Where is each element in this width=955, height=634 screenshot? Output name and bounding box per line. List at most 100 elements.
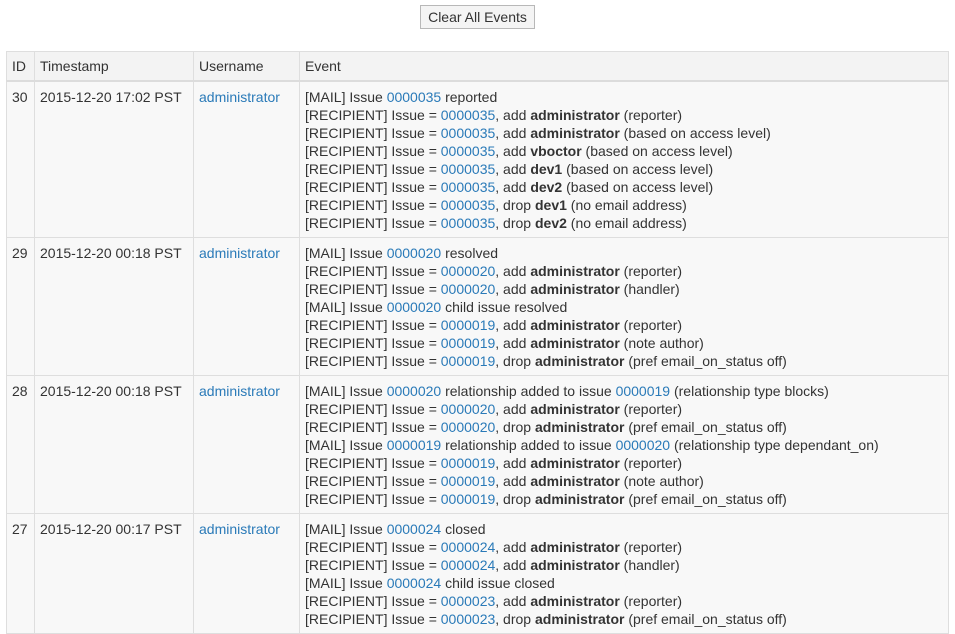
event-text: (relationship type blocks) (670, 383, 829, 399)
issue-link[interactable]: 0000035 (440, 215, 496, 231)
event-text: [RECIPIENT] Issue = (305, 197, 441, 213)
event-text: (based on access level) (619, 125, 771, 141)
issue-link[interactable]: 0000020 (440, 419, 496, 435)
issue-link[interactable]: 0000020 (440, 263, 496, 279)
event-text: , add (495, 125, 531, 141)
issue-link[interactable]: 0000019 (440, 473, 496, 489)
issue-link[interactable]: 0000035 (386, 89, 442, 105)
recipient-name: dev2 (530, 179, 563, 195)
event-text: [RECIPIENT] Issue = (305, 419, 441, 435)
event-text: [MAIL] Issue (305, 89, 387, 105)
recipient-name: administrator (530, 557, 620, 573)
issue-link[interactable]: 0000024 (440, 539, 496, 555)
recipient-name: administrator (530, 107, 620, 123)
username-link[interactable]: administrator (199, 383, 280, 399)
issue-link[interactable]: 0000020 (386, 245, 442, 261)
event-text: reported (441, 89, 498, 105)
event-timestamp: 2015-12-20 17:02 PST (34, 80, 194, 238)
event-id: 28 (6, 375, 35, 514)
issue-link[interactable]: 0000020 (386, 299, 442, 315)
event-line: [MAIL] Issue 0000035 reported (305, 88, 943, 106)
event-timestamp: 2015-12-20 00:18 PST (34, 375, 194, 514)
event-text: [MAIL] Issue (305, 575, 387, 591)
recipient-name: vboctor (530, 143, 582, 159)
event-line: [MAIL] Issue 0000024 closed (305, 520, 943, 538)
event-text: (pref email_on_status off) (624, 611, 787, 627)
issue-link[interactable]: 0000024 (386, 521, 442, 537)
event-text: , add (495, 281, 531, 297)
issue-link[interactable]: 0000020 (615, 437, 671, 453)
event-line: [RECIPIENT] Issue = 0000019, drop admini… (305, 352, 943, 370)
event-text: (no email address) (566, 215, 687, 231)
event-text: [RECIPIENT] Issue = (305, 539, 441, 555)
table-header: ID Timestamp Username Event (6, 51, 949, 82)
event-text: , drop (495, 419, 535, 435)
recipient-name: administrator (534, 353, 625, 369)
issue-link[interactable]: 0000020 (440, 401, 496, 417)
issue-link[interactable]: 0000023 (440, 611, 496, 627)
issue-link[interactable]: 0000020 (440, 281, 496, 297)
issue-link[interactable]: 0000035 (440, 179, 496, 195)
issue-link[interactable]: 0000019 (440, 353, 496, 369)
event-text: , add (495, 473, 531, 489)
issue-link[interactable]: 0000019 (440, 491, 496, 507)
username-cell: administrator (193, 237, 300, 376)
username-link[interactable]: administrator (199, 89, 280, 105)
issue-link[interactable]: 0000035 (440, 143, 496, 159)
event-line: [MAIL] Issue 0000020 child issue resolve… (305, 298, 943, 316)
event-line: [MAIL] Issue 0000020 resolved (305, 244, 943, 262)
event-text: [RECIPIENT] Issue = (305, 107, 441, 123)
event-text: [RECIPIENT] Issue = (305, 491, 441, 507)
event-text: , add (495, 179, 531, 195)
event-text: (reporter) (619, 107, 683, 123)
recipient-name: administrator (534, 491, 625, 507)
issue-link[interactable]: 0000035 (440, 161, 496, 177)
recipient-name: dev1 (534, 197, 567, 213)
event-text: [RECIPIENT] Issue = (305, 353, 441, 369)
event-text: [MAIL] Issue (305, 299, 387, 315)
event-text: [RECIPIENT] Issue = (305, 455, 441, 471)
event-text: [RECIPIENT] Issue = (305, 143, 441, 159)
username-link[interactable]: administrator (199, 521, 280, 537)
event-line: [RECIPIENT] Issue = 0000035, add vboctor… (305, 142, 943, 160)
recipient-name: dev2 (534, 215, 567, 231)
issue-link[interactable]: 0000035 (440, 125, 496, 141)
issue-link[interactable]: 0000019 (615, 383, 671, 399)
issue-link[interactable]: 0000024 (386, 575, 442, 591)
table-row: 30 2015-12-20 17:02 PST administrator [MAIL… (6, 80, 949, 238)
recipient-name: administrator (530, 281, 620, 297)
event-text: (reporter) (619, 539, 683, 555)
event-text: resolved (441, 245, 499, 261)
event-timestamp: 2015-12-20 00:17 PST (34, 513, 194, 634)
issue-link[interactable]: 0000020 (386, 383, 442, 399)
event-line: [RECIPIENT] Issue = 0000019, drop admini… (305, 490, 943, 508)
issue-link[interactable]: 0000023 (440, 593, 496, 609)
event-line: [MAIL] Issue 0000024 child issue closed (305, 574, 943, 592)
event-text: , add (495, 317, 531, 333)
event-line: [RECIPIENT] Issue = 0000035, add dev1 (b… (305, 160, 943, 178)
issue-link[interactable]: 0000024 (440, 557, 496, 573)
issue-link[interactable]: 0000035 (440, 197, 496, 213)
event-id: 29 (6, 237, 35, 376)
username-cell: administrator (193, 375, 300, 514)
username-link[interactable]: administrator (199, 245, 280, 261)
clear-all-events-button[interactable]: Clear All Events (420, 5, 535, 29)
issue-link[interactable]: 0000019 (440, 317, 496, 333)
recipient-name: administrator (530, 539, 620, 555)
event-text: closed (441, 521, 486, 537)
recipient-name: administrator (534, 419, 625, 435)
event-text: , add (495, 593, 531, 609)
event-line: [RECIPIENT] Issue = 0000035, drop dev1 (… (305, 196, 943, 214)
issue-link[interactable]: 0000019 (440, 455, 496, 471)
event-line: [RECIPIENT] Issue = 0000020, drop admini… (305, 418, 943, 436)
recipient-name: administrator (530, 401, 620, 417)
event-text: , add (495, 263, 531, 279)
event-text: [RECIPIENT] Issue = (305, 611, 441, 627)
event-text: (note author) (619, 335, 704, 351)
issue-link[interactable]: 0000019 (440, 335, 496, 351)
event-text: , drop (495, 353, 535, 369)
event-line: [RECIPIENT] Issue = 0000035, add adminis… (305, 124, 943, 142)
event-line: [RECIPIENT] Issue = 0000023, add adminis… (305, 592, 943, 610)
issue-link[interactable]: 0000035 (440, 107, 496, 123)
issue-link[interactable]: 0000019 (386, 437, 442, 453)
